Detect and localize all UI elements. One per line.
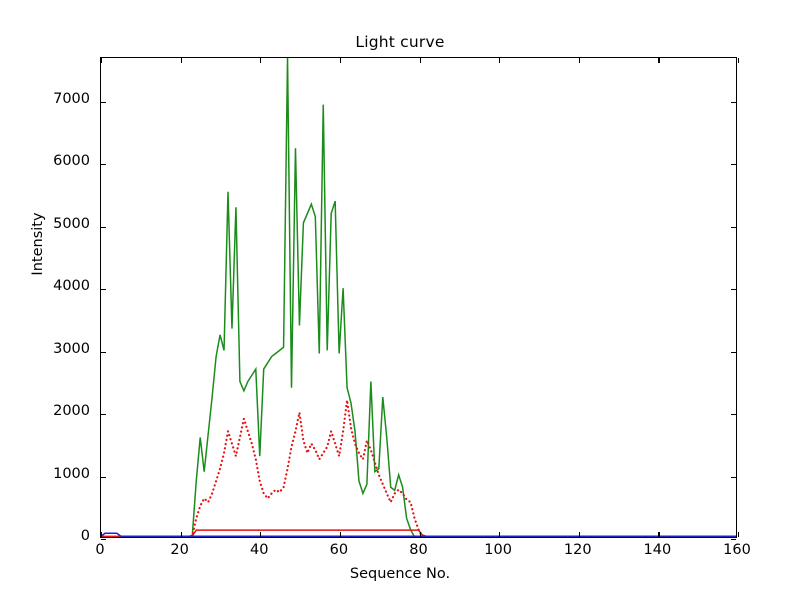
x-tick-label: 100 xyxy=(484,542,512,558)
x-tick-label: 0 xyxy=(95,542,105,558)
y-tick-label: 0 xyxy=(80,528,90,544)
x-tick-mark xyxy=(180,532,182,537)
y-tick-label: 7000 xyxy=(53,90,90,107)
x-tick-mark xyxy=(578,532,580,537)
x-tick-mark xyxy=(658,532,660,537)
y-tick-mark xyxy=(731,226,736,228)
y-tick-mark xyxy=(731,289,736,291)
x-tick-mark xyxy=(339,532,342,537)
y-tick-label: 2000 xyxy=(53,403,90,420)
y-tick-mark xyxy=(731,414,736,416)
y-tick-mark xyxy=(101,164,106,166)
x-tick-label: 120 xyxy=(563,542,592,558)
x-tick-label: 20 xyxy=(170,542,189,558)
x-tick-label: 140 xyxy=(643,542,672,558)
y-tick-mark xyxy=(101,539,106,541)
x-tick-mark xyxy=(578,58,580,63)
y-tick-mark xyxy=(101,351,106,353)
y-tick-mark xyxy=(731,101,736,103)
x-tick-mark xyxy=(738,58,740,63)
y-tick-mark xyxy=(731,351,736,353)
y-tick-mark xyxy=(731,164,736,166)
data-lines xyxy=(101,58,736,537)
y-tick-mark xyxy=(101,226,106,228)
x-tick-mark xyxy=(339,58,342,63)
y-tick-mark xyxy=(731,476,736,478)
x-tick-mark xyxy=(180,58,182,63)
x-tick-label: 80 xyxy=(409,542,428,558)
x-axis-label: Sequence No. xyxy=(349,566,451,582)
y-tick-mark xyxy=(731,539,736,541)
y-tick-mark xyxy=(101,289,106,291)
y-tick-label: 4000 xyxy=(53,278,90,295)
plot-area xyxy=(100,57,740,541)
x-tick-mark xyxy=(101,532,103,537)
x-tick-mark xyxy=(260,532,262,537)
y-axis-label: Intensity xyxy=(30,212,46,276)
x-tick-mark xyxy=(738,532,740,537)
x-tick-mark xyxy=(499,58,501,63)
x-tick-mark xyxy=(260,58,262,63)
y-tick-label: 6000 xyxy=(53,153,90,170)
green-solid-curve xyxy=(101,58,657,537)
y-tick-label: 1000 xyxy=(53,465,90,482)
chart-title: Light curve xyxy=(355,33,445,51)
x-tick-label: 40 xyxy=(250,542,269,558)
y-tick-mark xyxy=(101,476,106,478)
y-tick-label: 5000 xyxy=(53,215,90,232)
red-dotted-curve xyxy=(101,399,698,537)
x-tick-label: 160 xyxy=(723,542,751,558)
x-tick-mark xyxy=(658,58,660,63)
y-tick-mark xyxy=(101,414,106,416)
y-tick-mark xyxy=(101,101,106,103)
red-solid-baseline xyxy=(101,529,736,537)
x-tick-mark xyxy=(499,532,501,537)
x-tick-mark xyxy=(419,58,421,63)
x-tick-mark xyxy=(419,532,421,537)
y-tick-label: 3000 xyxy=(53,340,90,357)
x-tick-label: 60 xyxy=(329,542,349,558)
blue-solid-segment xyxy=(101,532,736,537)
x-tick-mark xyxy=(101,58,103,63)
